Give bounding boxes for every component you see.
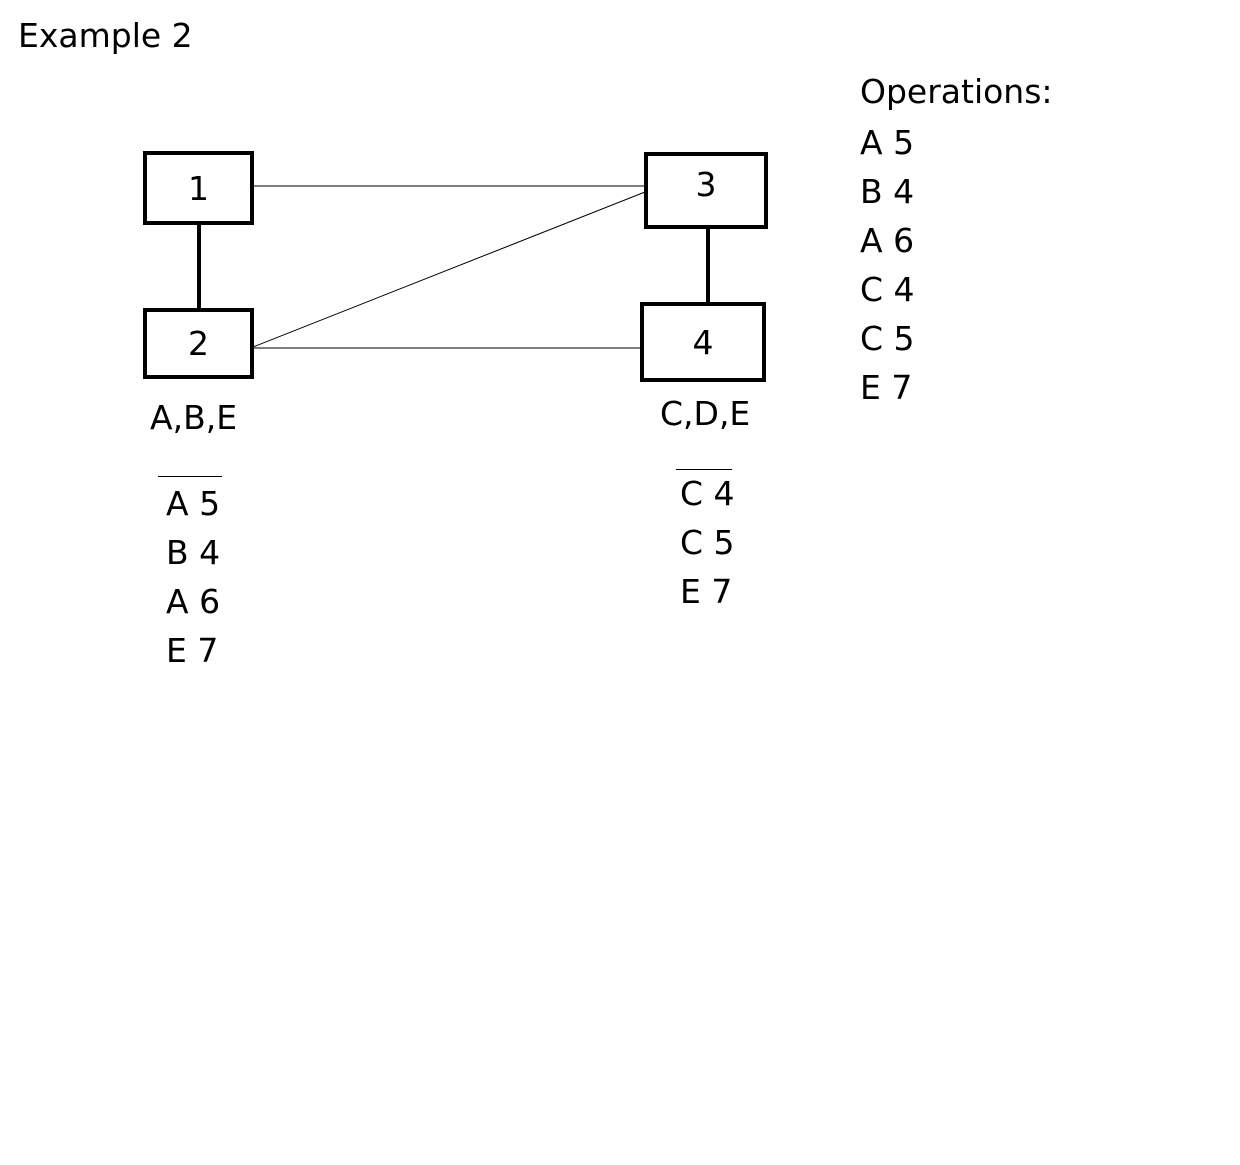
node-3-label: 3 [695,165,717,204]
list-item: A 5 [860,123,915,162]
left-operation-list: A 5 B 4 A 6 E 7 [166,479,220,675]
list-item: A 6 [166,582,221,621]
node-2: 2 [143,308,254,379]
right-group-separator [676,469,732,470]
list-item: C 4 [680,474,735,513]
list-item: A 6 [860,221,915,260]
list-item: C 4 [860,270,915,309]
node-4-label: 4 [692,322,714,362]
edge-2-3 [252,191,646,348]
left-group-label: A,B,E [150,398,238,437]
list-item: B 4 [166,533,221,572]
list-item: E 7 [680,572,733,611]
page-title: Example 2 [18,16,193,55]
right-group-label: C,D,E [660,394,751,433]
list-item: E 7 [860,368,913,407]
node-2-label: 2 [188,324,209,363]
list-item: C 5 [860,319,915,358]
left-group-separator [158,476,222,477]
node-3: 3 [644,152,768,229]
list-item: C 5 [680,523,735,562]
node-1-label: 1 [188,168,209,208]
node-1: 1 [143,151,254,225]
list-item: A 5 [166,484,221,523]
list-item: E 7 [166,631,219,670]
operations-heading: Operations: [860,72,1053,111]
list-item: B 4 [860,172,915,211]
operations-list: A 5 B 4 A 6 C 4 C 5 E 7 [860,118,915,412]
right-operation-list: C 4 C 5 E 7 [680,469,735,616]
node-4: 4 [640,302,766,382]
